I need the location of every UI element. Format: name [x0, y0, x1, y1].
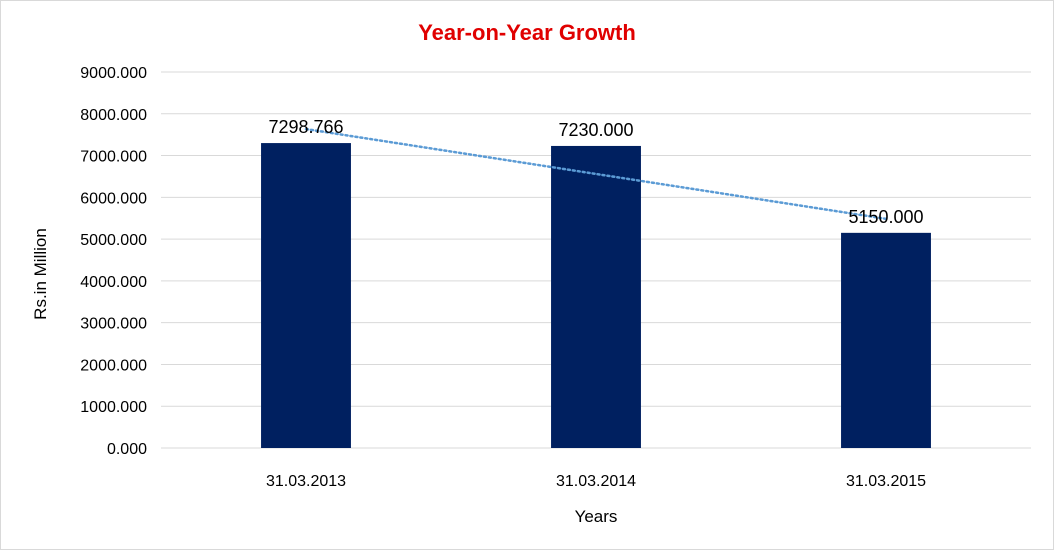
- y-tick-label: 8000.000: [80, 107, 147, 124]
- chart-title: Year-on-Year Growth: [418, 20, 636, 45]
- y-tick-label: 2000.000: [80, 357, 147, 374]
- bar: [261, 143, 351, 448]
- bars: [261, 143, 931, 449]
- y-axis-ticks: 0.000 1000.000 2000.000 3000.000 4000.000 500…: [80, 65, 147, 458]
- trendline: [304, 127, 888, 221]
- data-label: 7298.766: [268, 117, 343, 137]
- bar: [551, 145, 641, 449]
- x-tick-label: 31.03.2014: [556, 473, 636, 490]
- y-tick-label: 0.000: [107, 441, 147, 458]
- x-axis-ticks: 31.03.2013 31.03.2014 31.03.2015: [266, 473, 926, 490]
- y-axis-title: Rs.in Million: [31, 228, 50, 320]
- y-tick-label: 4000.000: [80, 274, 147, 291]
- x-tick-label: 31.03.2015: [846, 473, 926, 490]
- data-label: 5150.000: [848, 207, 923, 227]
- y-tick-label: 6000.000: [80, 190, 147, 207]
- data-label: 7230.000: [558, 120, 633, 140]
- x-axis-title: Years: [575, 507, 618, 526]
- data-labels: 7298.766 7230.000 5150.000: [268, 117, 923, 227]
- bar: [841, 232, 931, 448]
- x-tick-label: 31.03.2013: [266, 473, 346, 490]
- y-tick-label: 9000.000: [80, 65, 147, 82]
- y-tick-label: 1000.000: [80, 399, 147, 416]
- y-tick-label: 7000.000: [80, 149, 147, 166]
- y-tick-label: 3000.000: [80, 316, 147, 333]
- y-tick-label: 5000.000: [80, 232, 147, 249]
